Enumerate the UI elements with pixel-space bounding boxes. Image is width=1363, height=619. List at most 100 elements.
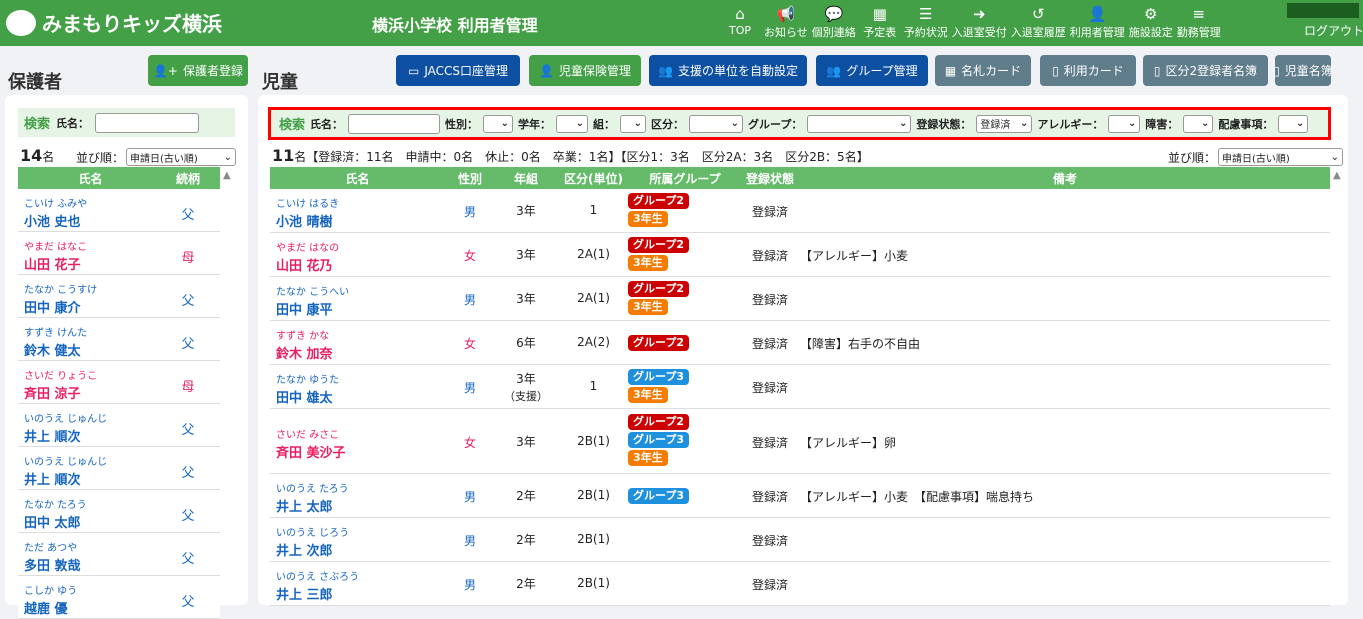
guardian-row[interactable]: すずき けんた 鈴木 健太 父	[18, 318, 220, 361]
guardian-name[interactable]: 井上 順次	[24, 430, 81, 445]
nav-item-8[interactable]: ⚙ 施設設定	[1127, 4, 1175, 40]
guardian-row[interactable]: ただ あつや 多田 敦哉 父	[18, 533, 220, 576]
nav-item-4[interactable]: ☰ 予約状況	[902, 4, 950, 40]
relation: 父	[181, 595, 195, 610]
division-filter[interactable]: ⌄	[689, 114, 744, 133]
guardian-row[interactable]: いのうえ じゅんじ 井上 順次 父	[18, 404, 220, 447]
register-guardian-button[interactable]: 👤+ 保護者登録	[148, 55, 248, 86]
name-filter[interactable]	[348, 113, 441, 134]
guardian-name[interactable]: 小池 史也	[24, 215, 81, 230]
col-4: 所属グループ	[649, 171, 721, 186]
child-name[interactable]: 小池 晴樹	[276, 215, 333, 230]
guardian-name[interactable]: 山田 花子	[24, 258, 81, 273]
nav-item-5[interactable]: ➜ 入退室受付	[950, 4, 1009, 40]
child-name[interactable]: 井上 太郎	[276, 500, 333, 515]
gender: 男	[463, 490, 476, 504]
top-header: みまもりキッズ横浜 横浜小学校 利用者管理 ⌂ TOP 📢 お知らせ 💬 個別連絡 ▦ 予定表…	[0, 0, 1363, 46]
child-row[interactable]: やまだ はなの 山田 花乃 女 3年 2A(1) グループ2 3年生 登録済 【アレルギー】小麦	[270, 233, 1330, 277]
guardian-name[interactable]: 多田 敦哉	[24, 559, 81, 574]
child-row[interactable]: たなか こうへい 田中 康平 男 3年 2A(1) グループ2 3年生 登録済	[270, 277, 1330, 321]
gender: 男	[463, 578, 476, 592]
child-name[interactable]: 井上 三郎	[276, 588, 333, 603]
child-name[interactable]: 田中 康平	[276, 303, 333, 318]
child-row[interactable]: たなか ゆうた 田中 雄太 男 3年 （支援） 1 グループ3 3年生 登録済	[270, 365, 1330, 409]
child-row[interactable]: さいだ みさこ 斉田 美沙子 女 3年 2B(1) グループ2 グループ3 3年生 登録済 【アレ…	[270, 409, 1330, 474]
nav-item-7[interactable]: 👤 利用者管理	[1068, 4, 1127, 40]
allergy-filter[interactable]: ⌄	[1108, 114, 1141, 133]
child-name[interactable]: 山田 花乃	[276, 259, 333, 274]
toolbar-button-6[interactable]: ▯ 区分2登録者名簿	[1143, 55, 1268, 86]
card-icon: ▭	[407, 63, 420, 78]
button-label: 利用カード	[1063, 64, 1124, 78]
guardian-name[interactable]: 田中 太郎	[24, 516, 81, 531]
logo[interactable]: みまもりキッズ横浜	[6, 8, 222, 37]
child-name[interactable]: 鈴木 加奈	[276, 347, 333, 362]
name-label: 氏名：	[310, 117, 344, 131]
gear-icon: ⚙	[1144, 5, 1158, 23]
scroll-up-arrow[interactable]: ▲	[223, 170, 231, 181]
consideration-filter[interactable]: ⌄	[1278, 114, 1309, 133]
child-name[interactable]: 井上 次郎	[276, 544, 333, 559]
guardian-row[interactable]: いのうえ じゅんじ 井上 順次 父	[18, 447, 220, 490]
toolbar-button-3[interactable]: 👥 グループ管理	[816, 55, 928, 86]
gender-filter[interactable]: ⌄	[483, 114, 514, 133]
guardian-name[interactable]: 井上 順次	[24, 473, 81, 488]
toolbar-button-0[interactable]: ▭ JACCS口座管理	[396, 55, 520, 86]
button-label: 区分2登録者名簿	[1165, 64, 1258, 78]
col-name: 氏名	[78, 171, 103, 186]
search-label: 検索	[24, 117, 51, 132]
guardian-row[interactable]: こいけ ふみや 小池 史也 父	[18, 189, 220, 232]
child-row[interactable]: いのうえ さぶろう 井上 三郎 男 2年 2B(1) 登録済	[270, 562, 1330, 606]
relation: 父	[181, 208, 195, 223]
division: 2A(2)	[577, 335, 610, 349]
logout-link[interactable]: ログアウト	[1304, 24, 1363, 38]
child-row[interactable]: いのうえ じろう 井上 次郎 男 2年 2B(1) 登録済	[270, 518, 1330, 562]
nav-item-3[interactable]: ▦ 予定表	[858, 4, 902, 40]
child-row[interactable]: いのうえ たろう 井上 太郎 男 2年 2B(1) グループ3 登録済 【アレルギー】小麦 【…	[270, 474, 1330, 518]
guardian-row[interactable]: こしか ゆう 越鹿 優 父	[18, 576, 220, 619]
toolbar-button-1[interactable]: 👤 児童保険管理	[529, 55, 641, 86]
class-filter[interactable]: ⌄	[620, 114, 647, 133]
status-filter[interactable]: 登録済 ⌄	[976, 114, 1033, 133]
child-row[interactable]: こいけ はるき 小池 晴樹 男 3年 1 グループ2 3年生 登録済	[270, 189, 1330, 233]
guardian-name[interactable]: 斉田 涼子	[24, 387, 81, 402]
guardian-row[interactable]: たなか こうすけ 田中 康介 父	[18, 275, 220, 318]
child-name[interactable]: 斉田 美沙子	[276, 445, 346, 461]
gender: 男	[463, 534, 476, 548]
nav-label: 予約状況	[903, 26, 948, 39]
toolbar-button-7[interactable]: ▯ 児童名簿	[1273, 55, 1333, 86]
nav-item-0[interactable]: ⌂ TOP	[718, 4, 762, 40]
grade-text: 3年	[516, 204, 536, 218]
guardian-name[interactable]: 田中 康介	[24, 301, 81, 316]
toolbar-button-2[interactable]: 👥 支援の単位を自動設定	[649, 55, 807, 86]
nav-label: TOP	[728, 24, 751, 37]
toolbar-button-4[interactable]: ▦ 名札カード	[935, 55, 1031, 86]
nav-item-2[interactable]: 💬 個別連絡	[810, 4, 858, 40]
nav-item-9[interactable]: ≡ 勤務管理	[1175, 4, 1223, 40]
nav-label: 予定表	[863, 26, 897, 39]
guardian-row[interactable]: さいだ りょうこ 斉田 涼子 母	[18, 361, 220, 404]
child-name[interactable]: 田中 雄太	[276, 391, 333, 406]
group-filter[interactable]: ⌄	[807, 114, 912, 133]
guardian-row[interactable]: たなか たろう 田中 太郎 父	[18, 490, 220, 533]
guardian-count: 14名	[20, 146, 54, 165]
disability-filter[interactable]: ⌄	[1183, 114, 1214, 133]
grade-filter[interactable]: ⌄	[556, 114, 589, 133]
nav-label: 施設設定	[1128, 26, 1173, 39]
guardian-name[interactable]: 鈴木 健太	[24, 344, 81, 359]
guardian-row[interactable]: やまだ はなこ 山田 花子 母	[18, 232, 220, 275]
toolbar-button-5[interactable]: ▯ 利用カード	[1040, 55, 1136, 86]
sort-label: 並び順：	[1168, 150, 1217, 165]
guardian-sort-select[interactable]: 申請日(古い順) ⌄	[126, 148, 237, 166]
children-sort-select[interactable]: 申請日(古い順) ⌄	[1218, 148, 1344, 166]
nav-item-6[interactable]: ↺ 入退室履歴	[1009, 4, 1068, 40]
nav-item-1[interactable]: 📢 お知らせ	[762, 4, 810, 40]
division: 2B(1)	[577, 488, 610, 502]
relation: 母	[181, 251, 195, 266]
guardian-name-input[interactable]	[95, 112, 200, 133]
button-label: 児童保険管理	[558, 64, 631, 78]
group-badge: 3年生	[628, 211, 668, 227]
child-row[interactable]: すずき かな 鈴木 加奈 女 6年 2A(2) グループ2 登録済 【障害】右手の不自由	[270, 321, 1330, 365]
guardian-name[interactable]: 越鹿 優	[24, 602, 68, 617]
scroll-up-arrow[interactable]: ▲	[1333, 170, 1341, 181]
